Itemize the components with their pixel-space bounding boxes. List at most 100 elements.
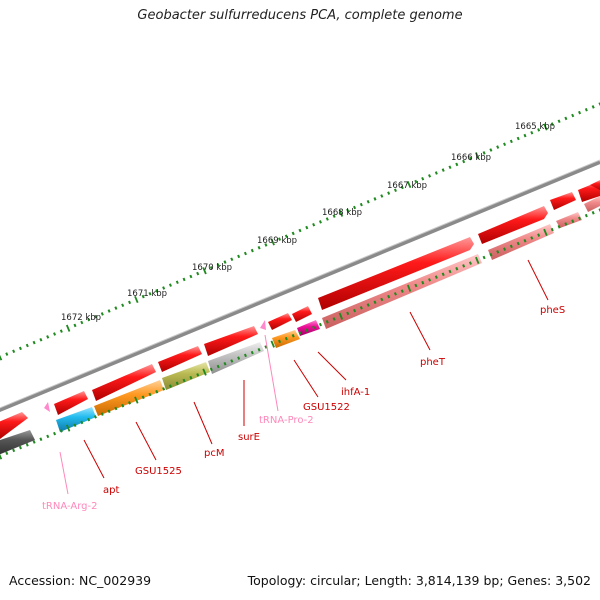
minor-tick — [448, 165, 452, 170]
gene-arrow[interactable] — [478, 206, 548, 244]
minor-tick — [428, 278, 432, 282]
major-tick — [202, 267, 207, 275]
minor-tick — [312, 223, 316, 227]
minor-tick — [332, 214, 336, 218]
minor-tick — [516, 136, 520, 141]
minor-tick — [291, 231, 295, 236]
major-tick — [65, 324, 71, 332]
minor-tick — [237, 254, 241, 259]
minor-tick — [128, 300, 132, 305]
major-tick — [66, 424, 71, 432]
gene-arrow[interactable] — [318, 237, 474, 310]
minor-tick — [298, 331, 302, 335]
major-tick — [475, 256, 480, 264]
gene-label-phet[interactable]: pheT — [420, 357, 446, 368]
minor-tick — [264, 243, 268, 247]
minor-tick — [243, 251, 247, 256]
gene-arrow[interactable] — [158, 346, 202, 372]
minor-tick — [537, 233, 541, 237]
gene-block[interactable] — [556, 212, 582, 228]
minor-tick — [12, 349, 16, 353]
minor-tick — [264, 345, 268, 349]
trna-marker[interactable] — [260, 320, 266, 330]
gene-block[interactable] — [208, 342, 264, 374]
major-tick — [0, 354, 3, 361]
minor-tick — [39, 437, 43, 441]
minor-tick — [100, 412, 104, 416]
gene-arrow[interactable] — [92, 364, 156, 401]
gene-arrow[interactable] — [54, 391, 88, 415]
gene-label-gsu1525[interactable]: GSU1525 — [135, 466, 182, 477]
gene-block[interactable] — [94, 380, 164, 416]
minor-tick — [230, 359, 234, 363]
minor-tick — [462, 159, 466, 164]
minor-tick — [5, 451, 9, 455]
minor-tick — [523, 238, 527, 243]
gene-block[interactable] — [162, 362, 210, 390]
minor-tick — [325, 217, 329, 221]
minor-tick — [291, 334, 295, 338]
scale-label-1668: 1668 kbp — [322, 208, 362, 218]
minor-tick — [18, 346, 22, 351]
minor-tick — [250, 350, 254, 355]
scale-label-1671: 1671 kbp — [127, 289, 167, 299]
gene-arrow[interactable] — [0, 412, 28, 439]
gene-arrow[interactable] — [550, 192, 576, 210]
minor-tick — [284, 234, 288, 238]
gene-arrow[interactable] — [590, 180, 600, 190]
minor-tick — [387, 294, 391, 299]
forward-strand-genes — [0, 180, 600, 439]
gene-label-pcm[interactable]: pcM — [204, 448, 224, 459]
minor-tick — [107, 409, 111, 414]
gene-arrow[interactable] — [268, 313, 292, 330]
gene-label-phes[interactable]: pheS — [540, 305, 565, 316]
gene-arrow[interactable] — [292, 306, 312, 322]
minor-tick — [162, 286, 166, 290]
gene-block[interactable] — [56, 407, 96, 432]
gene-block[interactable] — [488, 224, 554, 260]
minor-tick — [148, 392, 152, 397]
gene-arrow[interactable] — [204, 326, 258, 356]
gene-block[interactable] — [584, 196, 600, 212]
minor-tick — [441, 272, 445, 277]
trna-marker[interactable] — [44, 402, 50, 412]
minor-tick — [359, 306, 363, 310]
scale-label-1665: 1665 kbp — [515, 122, 555, 132]
minor-tick — [59, 329, 63, 333]
minor-tick — [216, 364, 220, 369]
gene-label-apt[interactable]: apt — [103, 485, 119, 496]
minor-tick — [87, 417, 91, 422]
minor-tick — [155, 289, 159, 293]
minor-tick — [462, 264, 466, 268]
gene-label-gsu1522[interactable]: GSU1522 — [303, 402, 350, 413]
minor-tick — [73, 323, 77, 328]
accession-text: Accession: NC_002939 — [9, 573, 152, 588]
minor-tick — [5, 352, 9, 356]
gene-label-trna-arg-2[interactable]: tRNA-Arg-2 — [42, 501, 97, 512]
gene-block[interactable] — [0, 430, 35, 455]
gene-label-trna-pro-2[interactable]: tRNA-Pro-2 — [259, 415, 314, 426]
minor-tick — [578, 110, 582, 115]
minor-tick — [223, 361, 227, 366]
minor-tick — [496, 250, 500, 254]
gene-label-sure[interactable]: surE — [238, 432, 260, 443]
minor-tick — [489, 252, 493, 257]
scale-ring-dots — [0, 102, 600, 361]
major-tick — [134, 396, 139, 404]
major-tick — [338, 312, 344, 320]
minor-tick — [359, 202, 363, 207]
minor-tick — [59, 429, 63, 433]
gene-label-ihfa-1[interactable]: ihfA-1 — [341, 387, 370, 398]
minor-tick — [468, 156, 472, 161]
minor-tick — [530, 130, 534, 135]
minor-tick — [196, 373, 200, 377]
minor-tick — [421, 176, 425, 181]
minor-tick — [421, 280, 425, 285]
scale-label-1669: 1669 kbp — [257, 236, 297, 246]
minor-tick — [32, 440, 36, 444]
scale-label-1672: 1672 kbp — [61, 313, 101, 323]
minor-tick — [414, 179, 418, 184]
minor-tick — [584, 108, 588, 112]
minor-tick — [373, 197, 377, 201]
gene-block[interactable] — [297, 320, 320, 336]
